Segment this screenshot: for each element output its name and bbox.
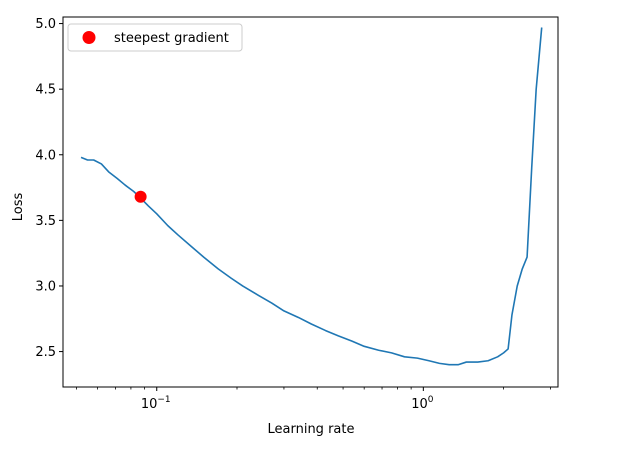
axes: 2.53.03.54.04.55.010−1 100 (35, 16, 559, 412)
y-tick-label: 3.0 (35, 279, 56, 294)
y-tick-label: 3.5 (35, 214, 56, 229)
y-tick-label: 5.0 (35, 17, 56, 32)
steepest-gradient-point (134, 190, 147, 203)
x-axis-label: Learning rate (268, 422, 355, 437)
legend-label: steepest gradient (114, 31, 229, 46)
y-tick-label: 4.5 (35, 83, 56, 98)
plot-area (80, 27, 543, 366)
y-axis-label: Loss (11, 193, 26, 222)
legend: steepest gradient (67, 23, 243, 52)
axes-frame (62, 16, 559, 388)
legend-marker (82, 31, 96, 44)
y-tick-label: 4.0 (35, 148, 56, 163)
y-tick-label: 2.5 (35, 345, 56, 360)
legend-frame (67, 23, 243, 52)
